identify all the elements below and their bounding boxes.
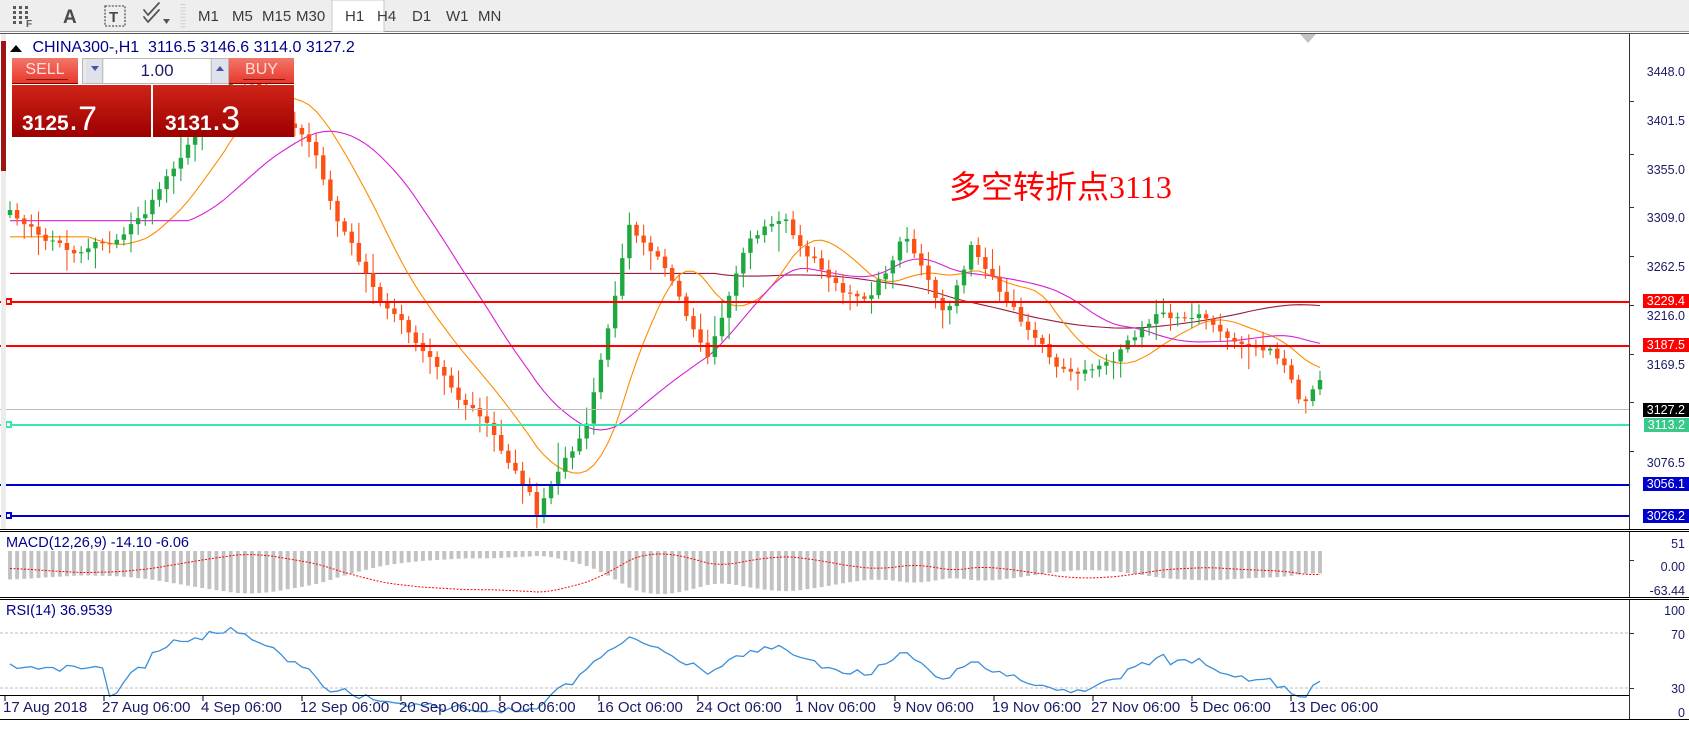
svg-text:M1: M1 — [198, 8, 219, 25]
svg-text:H4: H4 — [377, 8, 396, 25]
svg-text:M15: M15 — [262, 8, 291, 25]
svg-text:A: A — [63, 7, 77, 28]
svg-text:H1: H1 — [345, 8, 364, 25]
svg-text:F: F — [26, 19, 32, 30]
svg-text:W1: W1 — [446, 8, 469, 25]
svg-text:M30: M30 — [296, 8, 325, 25]
svg-text:M5: M5 — [232, 8, 253, 25]
svg-text:MN: MN — [478, 8, 501, 25]
svg-text:D1: D1 — [412, 8, 431, 25]
svg-text:T: T — [109, 9, 118, 26]
